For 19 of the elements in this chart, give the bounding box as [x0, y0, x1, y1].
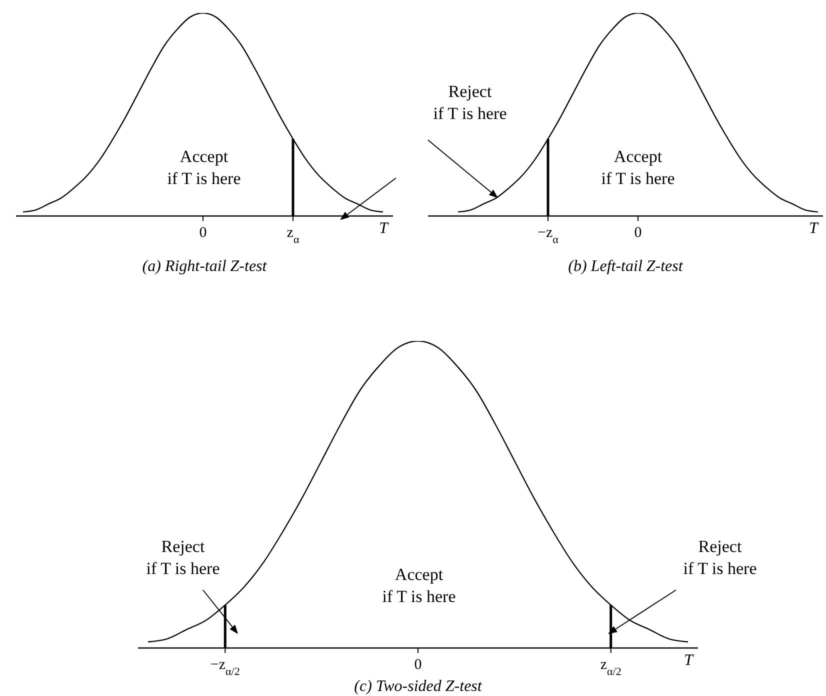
annotation: Reject if T is here [682, 536, 758, 580]
x-axis-title: T [809, 220, 818, 238]
annotation: Accept if T is here [600, 146, 676, 190]
x-tick-label: −z$_{α}$ [538, 225, 559, 246]
text: (c) Two-sided Z-test [353, 678, 484, 696]
x-axis-title: T [684, 652, 693, 670]
annotation: Reject if T is here [432, 81, 508, 125]
text: (a) Right-tail Z-test [141, 258, 268, 276]
text: (b) Left-tail Z-test [567, 258, 684, 276]
x-axis-title: T [379, 220, 388, 238]
x-tick-label: 0 [634, 225, 642, 241]
x-tick-label: z$_{α/2}$ [600, 657, 622, 678]
annotation: Accept if T is here [381, 564, 457, 608]
annotation: Reject if T is here [145, 536, 221, 580]
x-tick-label: z$_{α}$ [286, 225, 300, 246]
annotation: Accept if T is here [166, 146, 242, 190]
x-tick-label: 0 [199, 225, 207, 241]
x-tick-label: 0 [414, 657, 422, 673]
x-tick-label: −z$_{α/2}$ [210, 657, 240, 678]
